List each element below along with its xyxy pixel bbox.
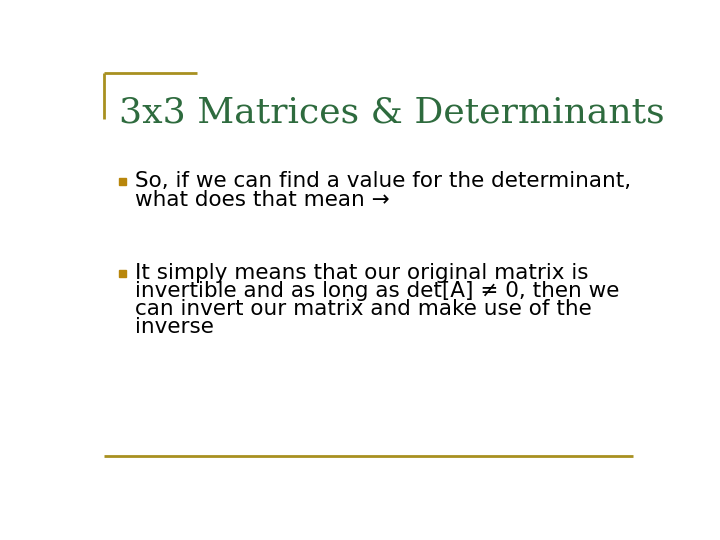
Text: invertible and as long as det[A] ≠ 0, then we: invertible and as long as det[A] ≠ 0, th… xyxy=(135,281,619,301)
Bar xyxy=(120,178,127,185)
Text: can invert our matrix and make use of the: can invert our matrix and make use of th… xyxy=(135,299,592,319)
Text: what does that mean →: what does that mean → xyxy=(135,190,390,210)
Text: 3x3 Matrices & Determinants: 3x3 Matrices & Determinants xyxy=(120,96,665,130)
Text: So, if we can find a value for the determinant,: So, if we can find a value for the deter… xyxy=(135,171,631,191)
Text: It simply means that our original matrix is: It simply means that our original matrix… xyxy=(135,264,588,284)
Bar xyxy=(120,271,127,278)
Text: inverse: inverse xyxy=(135,316,214,336)
